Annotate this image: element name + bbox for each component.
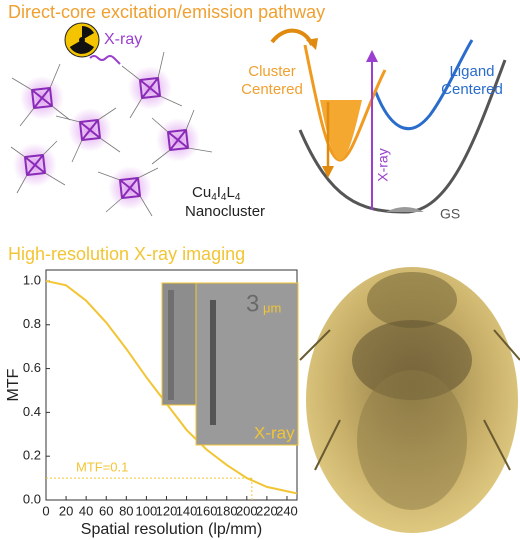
x-tick-label: 60 [99,503,113,518]
relax-arrow-head [306,38,318,50]
inset-scale: 3 [246,290,259,317]
inset-images [161,282,299,446]
beetle-image [299,267,520,533]
cluster-formula: Cu4I4L4 [192,184,241,203]
x-tick-label: 240 [276,503,298,518]
y-tick-label: 0.6 [23,360,41,375]
gs-label: GS [440,206,460,222]
diagram-xray: X-ray [375,148,391,181]
relax-arrow [270,28,314,46]
cluster-label: Cluster Centered [241,63,303,98]
x-tick-label: 180 [216,503,238,518]
x-tick-label: 100 [136,503,158,518]
inset-label: X-ray [254,423,295,442]
nanoclusters [10,51,213,217]
top-title: Direct-core excitation/emission pathway [8,2,325,22]
x-tick-label: 200 [236,503,258,518]
xray-wave [89,55,121,65]
excitation-arrow-head [366,50,378,62]
emission-arrow-head [322,166,334,178]
x-tick-label: 20 [59,503,73,518]
y-tick-label: 0.0 [23,491,41,506]
inset-unit: μm [263,300,281,315]
x-tick-label: 140 [176,503,198,518]
mtf-line [45,279,298,495]
x-tick-label: 80 [119,503,133,518]
y-axis-label: MTF [5,368,22,401]
x-tick-label: 0 [42,503,49,518]
cluster-sublabel: Nanocluster [185,203,265,220]
ligand-label: Ligand Centered [441,63,503,98]
gs-fill [386,207,424,212]
y-tick-label: 0.4 [23,404,41,419]
y-tick-label: 0.8 [23,316,41,331]
y-tick-label: 0.2 [23,448,41,463]
threshold-label: MTF=0.1 [76,460,128,475]
xray-label: X-ray [104,31,142,48]
ligand-curve [373,39,474,131]
radiation-icon [64,22,100,58]
x-tick-label: 160 [196,503,218,518]
x-tick-label: 40 [79,503,93,518]
cluster-fill [320,100,362,160]
x-tick-label: 120 [156,503,178,518]
x-axis-label: Spatial resolution (lp/mm) [81,521,262,538]
bottom-title: High-resolution X-ray imaging [8,244,245,264]
y-tick-label: 1.0 [23,272,41,287]
x-tick-label: 220 [256,503,278,518]
